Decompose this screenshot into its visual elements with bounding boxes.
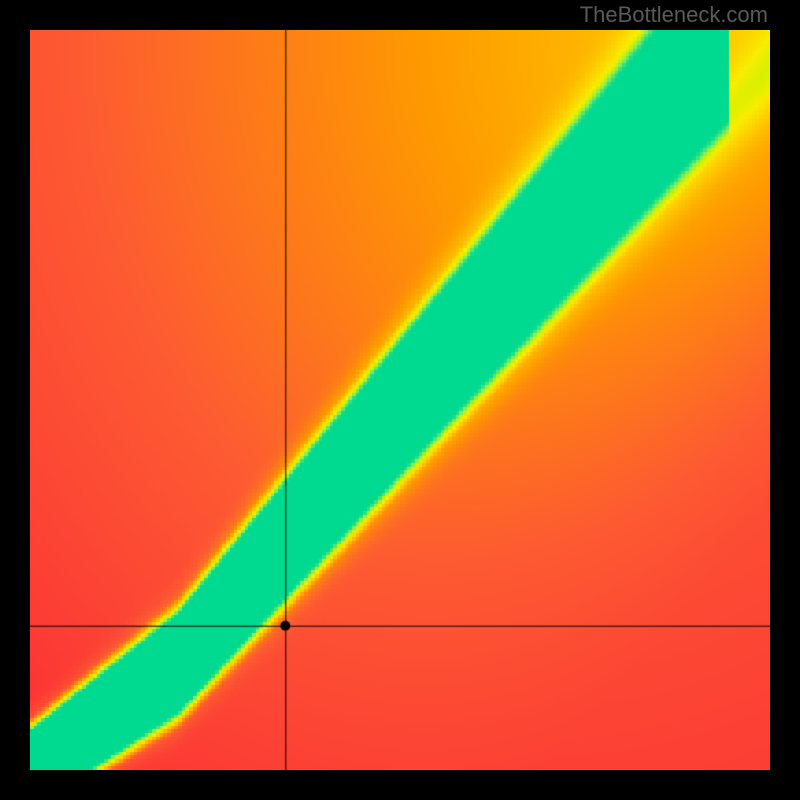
chart-wrapper: TheBottleneck.com — [0, 0, 800, 800]
heatmap-plot — [30, 30, 770, 770]
heatmap-canvas — [30, 30, 770, 770]
watermark-text: TheBottleneck.com — [580, 2, 768, 28]
